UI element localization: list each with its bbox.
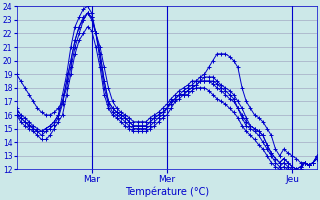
X-axis label: Température (°C): Température (°C): [125, 187, 209, 197]
